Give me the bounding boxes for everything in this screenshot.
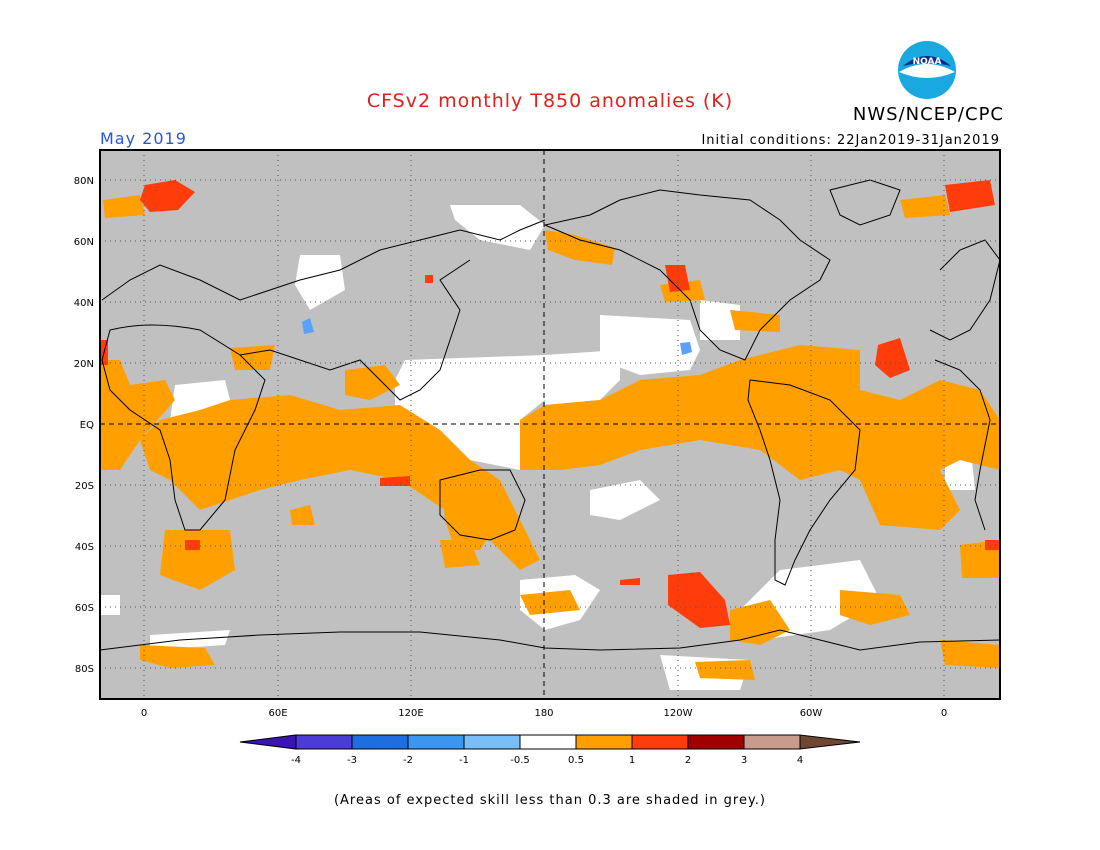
colorbar-label: 0.5 xyxy=(568,755,584,766)
equator-dateline xyxy=(100,150,1000,699)
colorbar-low-arrow xyxy=(239,734,297,750)
colorbar-label: -0.5 xyxy=(510,755,530,766)
colorbar-swatch xyxy=(743,734,801,750)
coastlines xyxy=(99,179,1001,651)
initial-conditions: Initial conditions: 22Jan2019-31Jan2019 xyxy=(701,133,1000,148)
lat-lon-grid xyxy=(100,150,1000,699)
lat-label: 40N xyxy=(74,298,94,309)
colorbar-label: -4 xyxy=(291,755,301,766)
lon-label: 180 xyxy=(534,708,553,719)
colorbar-high-arrow xyxy=(799,734,861,750)
logo-text: NOAA xyxy=(913,57,942,67)
warm-anomaly-areas xyxy=(100,195,1000,680)
lon-axis-labels: 0 60E 120E 180 120W 60W 0 xyxy=(141,708,947,719)
skill-note: (Areas of expected skill less than 0.3 a… xyxy=(333,793,767,808)
cool-anomaly-areas xyxy=(302,318,692,355)
colorbar-labels: -4 -3 -2 -1 -0.5 0.5 1 2 3 4 xyxy=(291,755,803,766)
colorbar-swatch xyxy=(463,734,521,750)
strong-warm-anomaly-areas xyxy=(100,180,1000,628)
colorbar-swatch xyxy=(407,734,465,750)
lon-label: 120W xyxy=(664,708,693,719)
colorbar-label: 4 xyxy=(797,755,803,766)
colorbar: -4 -3 -2 -1 -0.5 0.5 1 2 3 4 xyxy=(239,734,861,766)
lat-label: 60N xyxy=(74,237,94,248)
chart-title: CFSv2 monthly T850 anomalies (K) xyxy=(366,90,734,112)
colorbar-label: -2 xyxy=(403,755,413,766)
colorbar-label: -3 xyxy=(347,755,357,766)
lat-label: 20S xyxy=(75,481,94,492)
forecast-period: May 2019 xyxy=(100,129,187,148)
colorbar-swatch xyxy=(575,734,633,750)
lon-label: 60E xyxy=(268,708,287,719)
colorbar-swatch xyxy=(295,734,353,750)
colorbar-swatch xyxy=(519,734,577,750)
lon-label: 0 xyxy=(141,708,147,719)
colorbar-swatch xyxy=(631,734,689,750)
colorbar-label: 3 xyxy=(741,755,747,766)
lon-label: 0 xyxy=(941,708,947,719)
lat-label: 40S xyxy=(75,542,94,553)
lat-label: EQ xyxy=(80,420,94,431)
lat-label: 80N xyxy=(74,176,94,187)
noaa-logo: NOAA xyxy=(897,40,957,100)
lon-label: 60W xyxy=(800,708,823,719)
lat-label: 80S xyxy=(75,664,94,675)
map-frame xyxy=(99,149,1001,700)
lat-label: 60S xyxy=(75,603,94,614)
colorbar-swatch xyxy=(687,734,745,750)
agency-label: NWS/NCEP/CPC xyxy=(852,104,1004,125)
colorbar-label: 1 xyxy=(629,755,635,766)
colorbar-label: -1 xyxy=(459,755,469,766)
lat-axis-labels: 80N 60N 40N 20N EQ 20S 40S 60S 80S xyxy=(74,176,94,675)
colorbar-label: 2 xyxy=(685,755,691,766)
lat-label: 20N xyxy=(74,359,94,370)
lon-label: 120E xyxy=(398,708,423,719)
colorbar-swatch xyxy=(351,734,409,750)
